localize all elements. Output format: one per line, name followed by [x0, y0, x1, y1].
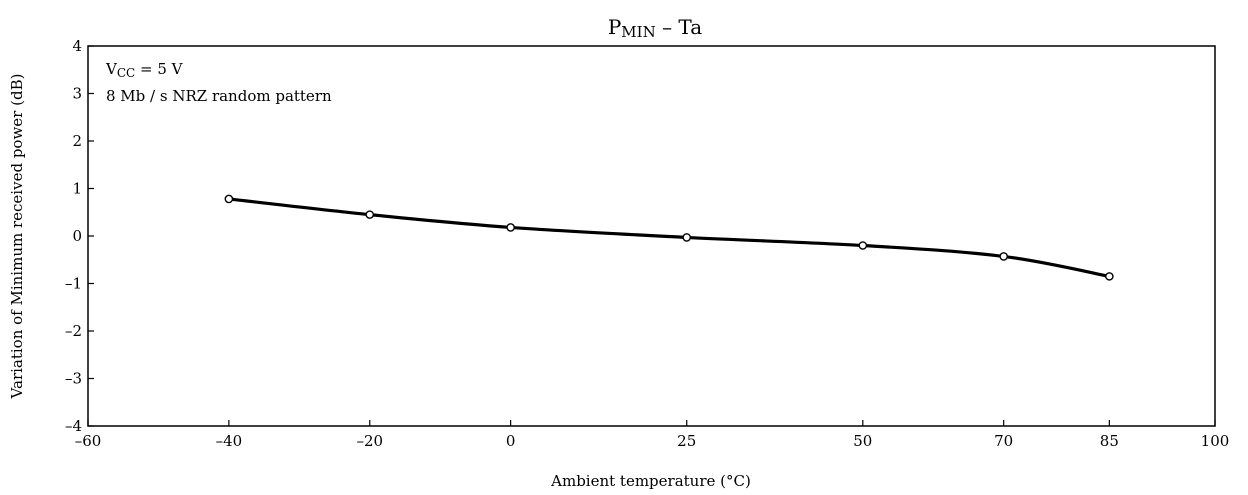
- data-point: [1105, 272, 1114, 281]
- y-tick-label: 1: [72, 180, 82, 198]
- y-tick-label: 2: [72, 132, 82, 150]
- x-axis-label: Ambient temperature (°C): [550, 472, 751, 490]
- y-tick-label: –3: [65, 370, 82, 388]
- data-point: [999, 252, 1008, 261]
- series-line: [228, 197, 1110, 278]
- x-tick-label: 0: [506, 432, 516, 450]
- y-tick-label: –2: [65, 322, 82, 340]
- data-point: [365, 210, 375, 219]
- y-tick-label: 3: [72, 85, 82, 103]
- x-tick-label: 70: [994, 432, 1013, 450]
- y-tick-label: 0: [72, 227, 82, 245]
- y-axis: 4 3 2 1 0 –1 –2 –3 –4: [65, 37, 94, 435]
- x-tick-label: –20: [356, 432, 383, 450]
- x-tick-label: 50: [853, 432, 872, 450]
- data-point: [858, 241, 868, 250]
- data-point: [506, 223, 515, 232]
- data-point: [682, 233, 692, 242]
- y-tick-label: –1: [65, 275, 82, 293]
- condition-vcc: VCC = 5 V: [105, 60, 184, 80]
- y-tick-label: –4: [65, 417, 82, 435]
- condition-pattern: 8 Mb / s NRZ random pattern: [106, 87, 332, 105]
- x-tick-label: –60: [75, 432, 102, 450]
- y-tick-label: 4: [72, 37, 82, 55]
- series-layer: [224, 194, 1114, 281]
- x-tick-label: –40: [216, 432, 243, 450]
- chart-title: PMIN – Ta: [608, 15, 702, 41]
- x-tick-label: 100: [1201, 432, 1230, 450]
- x-axis: –60 –40 –20 0 25 50 70 85 100: [75, 420, 1230, 450]
- data-point: [224, 194, 234, 204]
- x-tick-label: 85: [1100, 432, 1119, 450]
- y-axis-label: Variation of Minimum received power (dB): [8, 74, 26, 400]
- x-tick-label: 25: [677, 432, 696, 450]
